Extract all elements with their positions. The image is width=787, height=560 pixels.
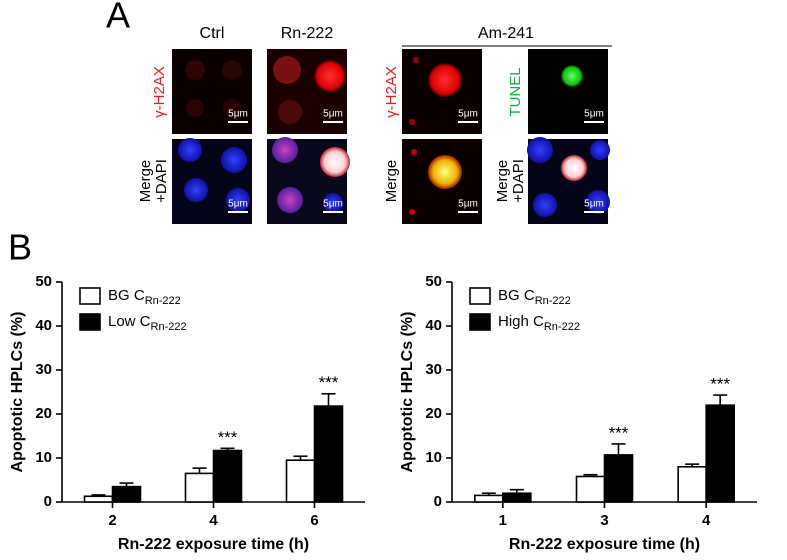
- y-tick-label: 10: [35, 449, 52, 466]
- y-tick-label: 30: [425, 361, 442, 378]
- bar: [83, 495, 114, 503]
- error-bar: [685, 463, 700, 467]
- significance-label: ***: [218, 428, 238, 447]
- legend-swatch: [469, 313, 491, 331]
- legend-label: BG CRn-222: [498, 287, 571, 307]
- error-bar: [481, 492, 496, 496]
- bar: [677, 465, 707, 503]
- panel-label: B: [8, 227, 32, 268]
- y-tick-label: 40: [35, 317, 52, 334]
- legend-subscript: Rn-222: [151, 321, 187, 333]
- bar: [603, 454, 634, 503]
- row-label: +DAPI: [510, 159, 527, 203]
- legend-swatch: [79, 313, 101, 331]
- x-tick-label: 3: [600, 512, 608, 529]
- micrograph: [172, 138, 252, 224]
- y-tick-label: 0: [44, 493, 52, 510]
- legend-label: BG CRn-222: [108, 287, 181, 307]
- error-bar: [611, 443, 626, 455]
- scale-bar-label: 5μm: [228, 109, 248, 120]
- legend-swatch: [79, 287, 101, 305]
- x-tick-label: 4: [702, 512, 711, 529]
- column-title: Rn-222: [281, 25, 334, 42]
- x-axis-label: Rn-222 exposure time (h): [509, 536, 700, 553]
- y-tick-label: 50: [425, 273, 442, 290]
- y-tick-label: 20: [425, 405, 442, 422]
- error-bar: [91, 494, 106, 497]
- x-tick-label: 6: [310, 512, 318, 529]
- y-tick-label: 10: [425, 449, 442, 466]
- bar: [474, 494, 504, 503]
- error-bar: [583, 473, 598, 477]
- bar: [575, 475, 606, 503]
- scale-bar-label: 5μm: [458, 199, 478, 210]
- significance-label: ***: [609, 423, 629, 442]
- micrograph: [267, 137, 350, 224]
- row-label: TUNEL: [507, 67, 524, 116]
- column-title: Am-241: [478, 25, 534, 42]
- micrograph: [267, 49, 347, 134]
- bar: [184, 472, 215, 503]
- x-tick-label: 4: [209, 512, 218, 529]
- scale-bar-label: 5μm: [323, 199, 343, 210]
- y-tick-label: 0: [434, 493, 442, 510]
- error-bar: [713, 394, 728, 406]
- row-label: +DAPI: [153, 159, 170, 203]
- y-tick-label: 40: [425, 317, 442, 334]
- scale-bar-label: 5μm: [584, 109, 604, 120]
- error-bar: [321, 392, 336, 407]
- x-tick-label: 1: [499, 512, 507, 529]
- legend-subscript: Rn-222: [535, 295, 571, 307]
- x-axis-label: Rn-222 exposure time (h): [118, 536, 309, 553]
- panel-label: A: [106, 0, 130, 36]
- x-tick-label: 2: [108, 512, 116, 529]
- row-label: γ-H2AX: [151, 66, 168, 118]
- y-tick-label: 20: [35, 405, 52, 422]
- bar: [285, 459, 316, 503]
- bar: [313, 405, 344, 503]
- micrograph: [402, 49, 482, 134]
- legend-label: Low CRn-222: [108, 313, 187, 333]
- micrograph: [528, 49, 608, 134]
- column-title: Ctrl: [200, 25, 225, 42]
- y-axis-label: Apoptotic HPLCs (%): [9, 312, 26, 473]
- legend-swatch: [469, 287, 491, 305]
- error-bar: [119, 482, 134, 487]
- y-axis-label: Apoptotic HPLCs (%): [399, 312, 416, 473]
- error-bar: [192, 467, 207, 474]
- legend-subscript: Rn-222: [145, 295, 181, 307]
- micrograph: [402, 139, 482, 224]
- error-bar: [293, 455, 308, 461]
- bar: [705, 404, 735, 503]
- scale-bar-label: 5μm: [323, 109, 343, 120]
- bar: [502, 492, 532, 503]
- scale-bar-label: 5μm: [584, 199, 604, 210]
- scale-bar-label: 5μm: [228, 199, 248, 210]
- significance-label: ***: [710, 375, 730, 394]
- row-label: Merge: [494, 160, 511, 203]
- y-tick-label: 50: [35, 273, 52, 290]
- row-label: Merge: [137, 160, 154, 203]
- bar: [212, 449, 243, 503]
- legend-label: High CRn-222: [498, 313, 580, 333]
- error-bar: [220, 447, 235, 451]
- significance-label: ***: [319, 373, 339, 392]
- legend-subscript: Rn-222: [544, 321, 580, 333]
- row-label: Merge: [383, 160, 400, 203]
- micrograph: [527, 137, 610, 224]
- y-tick-label: 30: [35, 361, 52, 378]
- row-label: γ-H2AX: [383, 66, 400, 118]
- scale-bar-label: 5μm: [458, 109, 478, 120]
- error-bar: [509, 488, 524, 494]
- bar: [111, 485, 142, 503]
- micrograph: [172, 49, 252, 134]
